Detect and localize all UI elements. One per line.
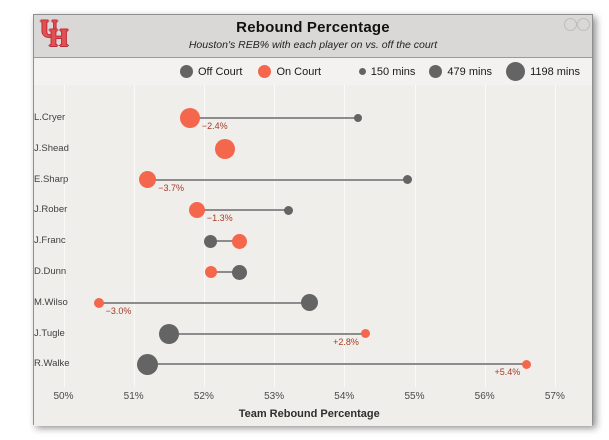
dumbbell-line (147, 178, 408, 181)
on-court-dot (179, 108, 200, 128)
x-tick-label: 54% (334, 391, 355, 402)
x-tick-label: 51% (123, 391, 144, 402)
gridline (414, 85, 416, 387)
player-label: D.Dunn (34, 266, 67, 277)
player-label: J.Shead (34, 142, 69, 154)
size-dot-icon (506, 62, 526, 81)
legend-off-court: Off Court (180, 65, 242, 78)
diff-label: +2.8% (333, 336, 359, 347)
dumbbell-line (189, 117, 359, 119)
on-court-dot (204, 266, 217, 278)
chart-header: U H Rebound Percentage Houston's REB% wi… (34, 15, 592, 58)
dumbbell-line (98, 301, 310, 304)
off-court-dot (137, 353, 159, 375)
off-court-dot (158, 323, 179, 344)
size-dot-icon (358, 68, 366, 75)
off-court-dot (204, 234, 218, 248)
x-tick-label: 52% (193, 391, 214, 402)
plot-area: 50% 51% 52% 53% 54% 55% 56% 57% Team Rebound Per… (34, 85, 592, 426)
legend-size-label: 1198 mins (530, 65, 580, 78)
logo-letter-h: H (49, 25, 69, 52)
on-court-dot (139, 171, 157, 189)
player-label: M.Wilso (34, 296, 68, 308)
player-label: J.Franc (34, 235, 66, 247)
on-court-dot (188, 202, 205, 219)
logo-letter-u: U (40, 16, 59, 43)
legend-size-scale: 150 mins 479 mins 1198 mins (345, 62, 592, 81)
gridline (344, 85, 346, 387)
player-label: R.Walke (34, 358, 70, 370)
off-court-dot (402, 175, 412, 185)
gridline (203, 85, 205, 387)
header-button-1[interactable] (564, 18, 577, 31)
legend-size-item: 1198 mins (506, 62, 580, 81)
off-court-dot (231, 264, 247, 280)
on-court-dot (231, 233, 247, 249)
diff-label: −3.7% (158, 182, 185, 193)
on-court-dot (522, 359, 532, 369)
gridline (274, 85, 276, 387)
diff-label: −1.3% (206, 213, 233, 224)
chart-subtitle: Houston's REB% with each player on vs. o… (188, 39, 438, 51)
player-label: J.Tugle (34, 327, 65, 339)
player-label: E.Sharp (34, 173, 69, 185)
legend-bar: Off Court On Court 150 mins 479 mins 1198 … (34, 58, 592, 85)
dumbbell-line (210, 271, 239, 273)
on-court-dot (93, 297, 104, 308)
x-tick-label: 55% (404, 391, 425, 402)
gridline (484, 85, 486, 387)
legend-size-item: 479 mins (429, 65, 492, 78)
player-label: L.Cryer (34, 112, 66, 123)
x-axis-title: Team Rebound Percentage (238, 408, 380, 420)
diff-label: +5.4% (494, 367, 521, 378)
legend-on-court-label: On Court (276, 65, 322, 78)
dumbbell-line (147, 363, 527, 366)
player-label: J.Rober (34, 204, 68, 216)
size-dot-icon (429, 65, 443, 78)
legend-off-court-label: Off Court (198, 65, 243, 78)
gridline (554, 85, 556, 387)
x-tick-label: 50% (53, 391, 74, 402)
x-tick-label: 56% (474, 391, 495, 402)
x-tick-label: 53% (264, 391, 285, 402)
on-court-dot-icon (258, 65, 272, 78)
chart-title: Rebound Percentage (236, 19, 390, 36)
off-court-dot (300, 294, 318, 312)
gridline (133, 85, 135, 387)
chart-card: U H Rebound Percentage Houston's REB% wi… (33, 14, 593, 426)
legend-size-label: 479 mins (447, 65, 493, 78)
uh-logo-icon: U H (40, 16, 76, 56)
gridline (63, 85, 65, 387)
dumbbell-line (210, 240, 239, 243)
off-court-dot (283, 205, 293, 215)
legend-on-court: On Court (258, 65, 321, 78)
on-court-dot (360, 329, 370, 339)
diff-label: −2.4% (201, 121, 228, 131)
header-button-2[interactable] (577, 18, 590, 31)
x-tick-label: 57% (544, 391, 565, 402)
on-court-dot (214, 138, 235, 159)
off-court-dot-icon (180, 65, 193, 78)
dumbbell-line (168, 332, 366, 335)
diff-label: −3.0% (105, 305, 132, 316)
dumbbell-line (196, 209, 289, 212)
legend-size-label: 150 mins (370, 65, 416, 78)
off-court-dot (354, 114, 363, 122)
legend-size-item: 150 mins (358, 65, 416, 78)
